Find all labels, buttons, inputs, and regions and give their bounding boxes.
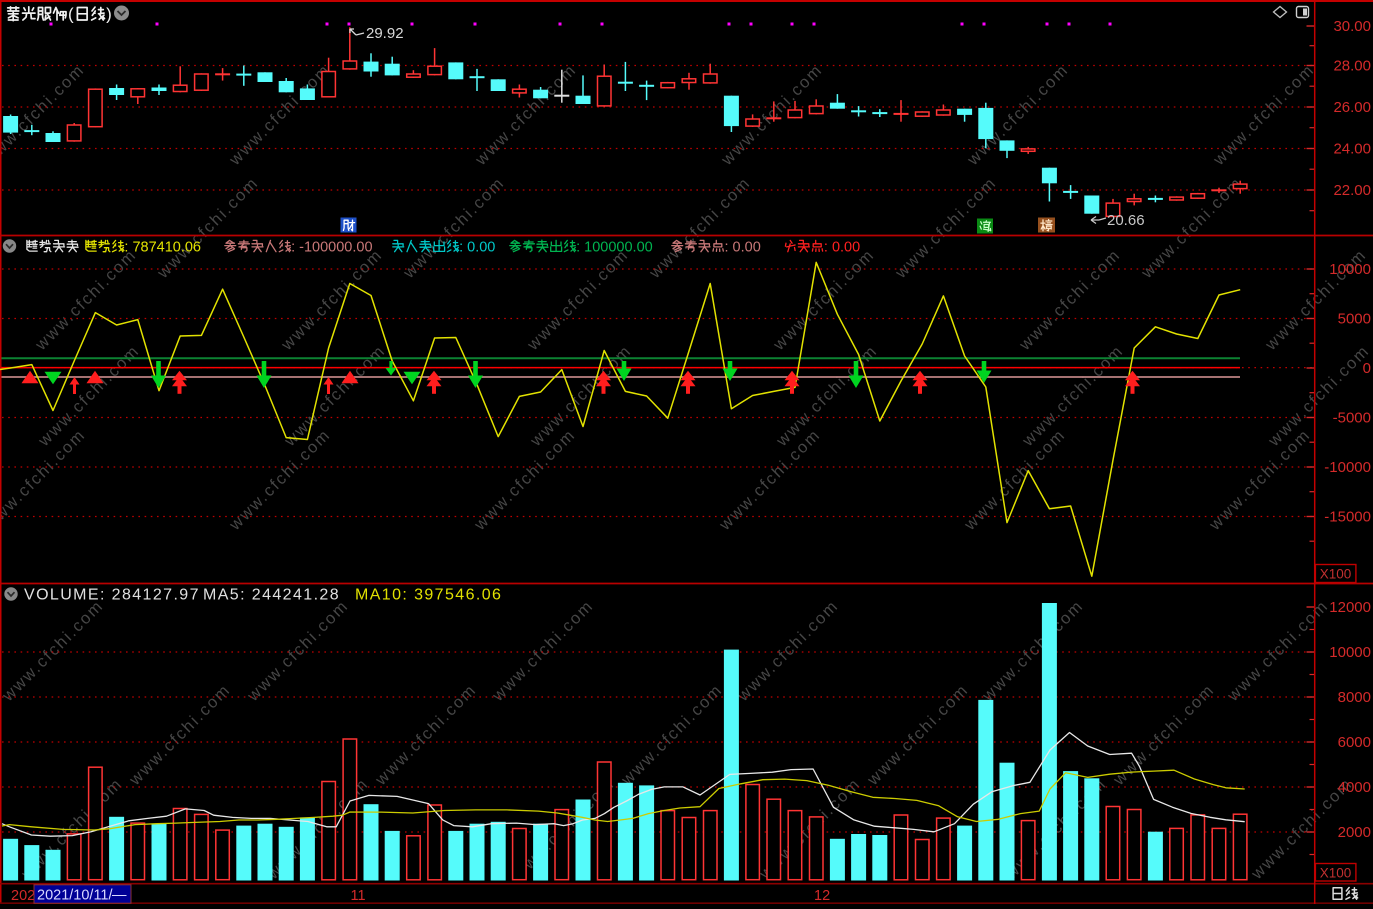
svg-text:-10000: -10000: [1324, 459, 1371, 476]
svg-text:11: 11: [351, 888, 366, 904]
svg-text:29.92: 29.92: [366, 25, 404, 42]
svg-text:12: 12: [814, 888, 830, 904]
svg-text:28.00: 28.00: [1333, 58, 1371, 75]
svg-text:(: (: [68, 5, 74, 24]
svg-text:VOLUME: 284127.97: VOLUME: 284127.97: [24, 587, 200, 604]
svg-text:20.66: 20.66: [1107, 212, 1145, 229]
svg-text:: 787410.06: : 787410.06: [124, 240, 201, 256]
svg-text:10000: 10000: [1329, 644, 1371, 661]
svg-text:6000: 6000: [1338, 734, 1371, 751]
svg-text:30.00: 30.00: [1333, 18, 1371, 35]
svg-text:22.00: 22.00: [1333, 182, 1371, 199]
svg-text:: 0.00: : 0.00: [459, 240, 495, 256]
svg-text:4000: 4000: [1338, 779, 1371, 796]
svg-text:-15000: -15000: [1324, 509, 1371, 526]
svg-text:: 100000.00: : 100000.00: [576, 240, 653, 256]
svg-text:8000: 8000: [1338, 689, 1371, 706]
svg-text:2000: 2000: [1338, 824, 1371, 841]
svg-text:26.00: 26.00: [1333, 99, 1371, 116]
svg-text:-5000: -5000: [1333, 410, 1371, 427]
svg-text:24.00: 24.00: [1333, 141, 1371, 158]
svg-text:—: —: [112, 888, 127, 904]
svg-text:X100: X100: [1320, 866, 1352, 881]
svg-text:: 0.00: : 0.00: [824, 240, 860, 256]
svg-text:0: 0: [1363, 360, 1371, 377]
svg-text:2021/10/11/: 2021/10/11/: [37, 888, 113, 904]
svg-text:MA5: 244241.28: MA5: 244241.28: [203, 587, 340, 604]
svg-text:202: 202: [11, 888, 35, 904]
svg-text:): ): [106, 5, 112, 24]
svg-text:: -100000.00: : -100000.00: [291, 240, 372, 256]
svg-text:5000: 5000: [1338, 311, 1371, 328]
svg-text:12000: 12000: [1329, 599, 1371, 616]
svg-text:X100: X100: [1320, 567, 1352, 582]
svg-text:: 0.00: : 0.00: [725, 240, 761, 256]
svg-text:10000: 10000: [1329, 261, 1371, 278]
svg-text:MA10: 397546.06: MA10: 397546.06: [355, 587, 502, 604]
